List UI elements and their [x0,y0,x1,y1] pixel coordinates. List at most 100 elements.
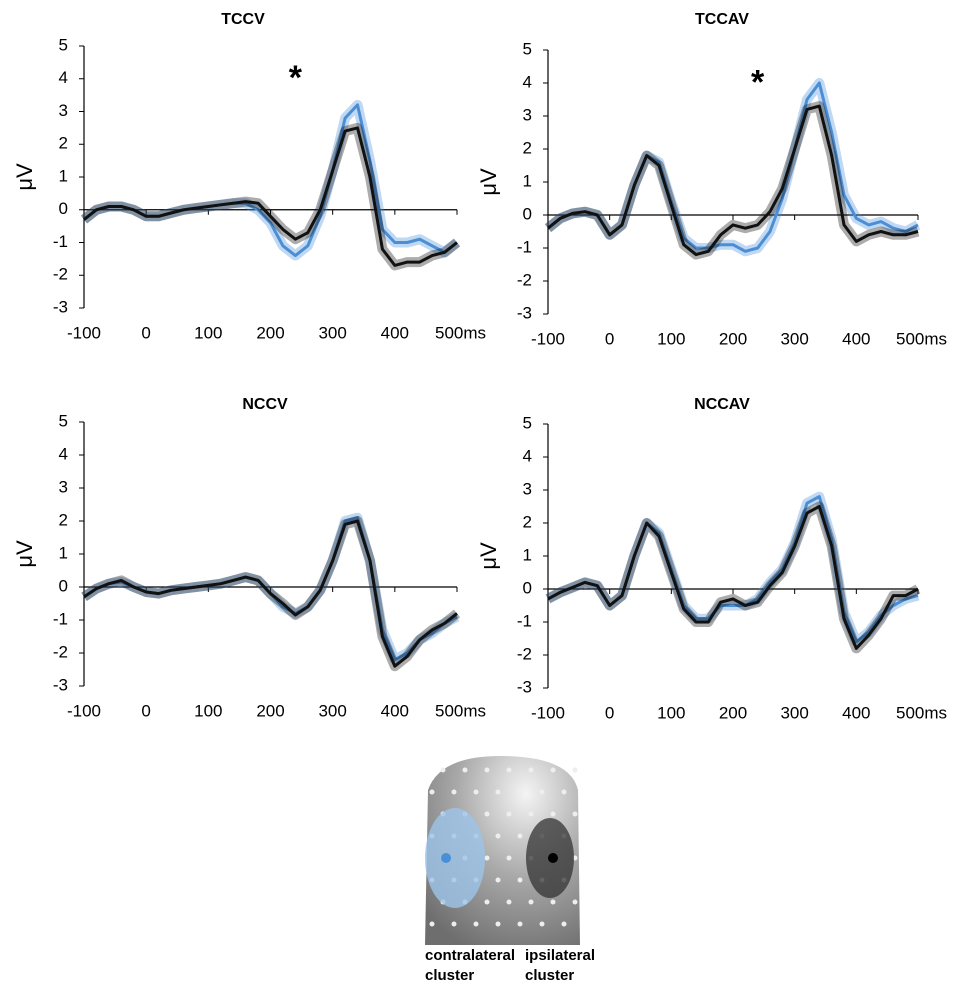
x-tick-label: 0 [141,701,150,720]
electrode [573,768,578,773]
x-tick-label: 300 [318,701,346,720]
x-tick-label: 500ms [896,329,947,348]
electrode [452,922,457,927]
chart-title: NCCAV [694,396,750,413]
x-tick-label: 400 [842,703,870,722]
x-tick-label: 500ms [896,703,947,722]
x-tick-label: 100 [194,701,222,720]
y-tick-label: 4 [59,444,68,463]
series-band [548,507,918,649]
y-tick-label: 1 [59,166,68,185]
x-tick-label: 100 [194,323,222,342]
y-tick-label: -1 [53,232,68,251]
electrode [496,878,501,883]
chart-title: TCCAV [695,11,749,28]
y-tick-label: 0 [523,204,532,223]
y-tick-label: -1 [517,611,532,630]
x-tick-label: 200 [719,703,747,722]
electrode [496,790,501,795]
electrode [540,790,545,795]
x-tick-label: 400 [842,329,870,348]
scalp-map [425,756,580,945]
electrode [485,768,490,773]
electrode [474,790,479,795]
y-tick-label: 3 [523,479,532,498]
electrode [452,790,457,795]
electrode [463,768,468,773]
y-tick-label: 0 [59,199,68,218]
y-axis-label: μV [12,540,37,568]
x-tick-label: 200 [256,323,284,342]
y-tick-label: 1 [523,171,532,190]
y-tick-label: 2 [59,510,68,529]
electrode [551,900,556,905]
y-tick-label: 4 [523,446,532,465]
y-tick-label: 5 [523,413,532,432]
electrode [507,768,512,773]
y-tick-label: 3 [59,477,68,496]
y-axis-label: μV [476,168,501,196]
y-tick-label: -3 [53,297,68,316]
y-tick-label: -2 [53,265,68,284]
series-line [548,497,918,642]
x-tick-label: -100 [531,329,565,348]
electrode [529,812,534,817]
electrode [551,812,556,817]
electrode [529,768,534,773]
chart-title: NCCV [242,396,288,413]
electrode [562,922,567,927]
y-tick-label: -3 [53,675,68,694]
y-axis-label: μV [476,542,501,570]
electrode [507,812,512,817]
electrode [474,922,479,927]
y-tick-label: -3 [517,303,532,322]
y-tick-label: -1 [517,237,532,256]
x-tick-label: 200 [256,701,284,720]
electrode [551,768,556,773]
annotation: * [751,63,765,101]
electrode [485,856,490,861]
x-tick-label: 300 [780,703,808,722]
electrode [518,878,523,883]
y-tick-label: 5 [59,35,68,54]
y-tick-label: -2 [53,642,68,661]
electrode [540,922,545,927]
y-tick-label: 2 [523,138,532,157]
y-tick-label: 0 [59,576,68,595]
y-tick-label: 0 [523,578,532,597]
y-axis-label: μV [12,163,37,191]
cluster-label: ipsilateral [525,947,595,964]
series-band [548,497,918,642]
electrode [573,812,578,817]
x-tick-label: 0 [605,703,614,722]
y-tick-label: 4 [59,68,68,87]
electrode [430,790,435,795]
y-tick-label: 2 [523,512,532,531]
electrode [518,834,523,839]
electrode [529,900,534,905]
x-tick-label: 300 [780,329,808,348]
y-tick-label: 3 [59,101,68,120]
electrode [496,922,501,927]
y-tick-label: -2 [517,270,532,289]
figure: TCCVμV-3-2-1012345-1000100200300400500ms… [0,0,964,992]
electrode [496,834,501,839]
electrode [507,856,512,861]
y-tick-label: -1 [53,609,68,628]
y-tick-label: 3 [523,105,532,124]
electrode [485,900,490,905]
ipsilateral-center [548,853,558,863]
annotation: * [289,59,303,97]
x-tick-label: 500ms [435,701,486,720]
x-tick-label: 100 [657,703,685,722]
x-tick-label: -100 [67,701,101,720]
contralateral-center [441,853,451,863]
chart-title: TCCV [221,11,265,28]
y-tick-label: 5 [523,39,532,58]
y-tick-label: 4 [523,72,532,91]
cluster-label: contralateral [425,947,515,964]
cluster-label: cluster [525,967,574,984]
electrode [485,812,490,817]
y-tick-label: 1 [523,545,532,564]
y-tick-label: -2 [517,644,532,663]
